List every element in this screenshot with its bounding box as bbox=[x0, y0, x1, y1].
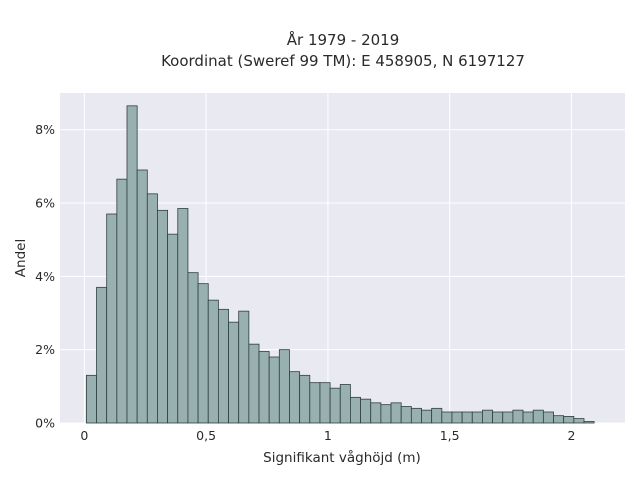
y-axis-label: Andel bbox=[13, 239, 29, 277]
histogram-bar bbox=[96, 286, 108, 424]
histogram-bar bbox=[126, 105, 138, 424]
histogram-bar bbox=[258, 351, 270, 424]
histogram-bar bbox=[390, 402, 402, 424]
histogram-bar bbox=[441, 411, 453, 424]
histogram-bar bbox=[421, 409, 433, 424]
x-tick-label: 0 bbox=[80, 428, 88, 443]
histogram-bar bbox=[106, 213, 118, 424]
histogram-bar bbox=[482, 409, 493, 424]
histogram-bar bbox=[431, 407, 443, 424]
histogram-bar bbox=[502, 411, 514, 424]
histogram-bar bbox=[400, 406, 412, 424]
x-tick-label: 0,5 bbox=[196, 428, 216, 443]
histogram-bar bbox=[461, 411, 473, 424]
y-tick-label: 2% bbox=[35, 342, 55, 357]
histogram-bar bbox=[471, 411, 483, 424]
histogram-bar bbox=[339, 384, 351, 424]
y-axis-ticks: 0% 2% 4% 6% 8% bbox=[35, 122, 55, 430]
histogram-bar bbox=[299, 374, 311, 424]
histogram-bar bbox=[85, 374, 97, 424]
histogram-bar bbox=[289, 371, 301, 424]
histogram-bar bbox=[583, 421, 595, 424]
x-axis-ticks: 0 0,5 1 1,5 2 bbox=[80, 428, 575, 443]
histogram-bar bbox=[228, 321, 240, 424]
histogram-bar bbox=[309, 382, 321, 424]
histogram-bar bbox=[380, 404, 392, 424]
histogram-bar bbox=[136, 169, 148, 424]
histogram-bar bbox=[167, 233, 179, 424]
histogram-bar bbox=[217, 308, 229, 424]
histogram-bar bbox=[278, 349, 290, 424]
histogram-bar bbox=[319, 382, 331, 424]
histogram-bar bbox=[248, 343, 260, 424]
chart-title: År 1979 - 2019 bbox=[287, 30, 400, 49]
histogram-bar bbox=[238, 310, 250, 424]
histogram-bar bbox=[532, 409, 544, 424]
histogram-bar bbox=[451, 411, 463, 424]
histogram-bar bbox=[177, 208, 189, 424]
histogram-bar bbox=[146, 193, 158, 424]
histogram-bar bbox=[522, 411, 534, 424]
x-tick-label: 1,5 bbox=[440, 428, 460, 443]
chart-subtitle: Koordinat (Sweref 99 TM): E 458905, N 61… bbox=[161, 52, 525, 70]
histogram-bar bbox=[573, 418, 585, 424]
histogram-bar bbox=[512, 409, 524, 424]
histogram-bar bbox=[563, 415, 575, 424]
histogram-bar bbox=[553, 415, 565, 424]
y-tick-label: 6% bbox=[35, 196, 55, 211]
histogram-bar bbox=[116, 178, 128, 424]
histogram-bar bbox=[197, 283, 209, 424]
y-tick-label: 0% bbox=[35, 416, 55, 431]
histogram-bar bbox=[360, 398, 372, 424]
histogram-bar bbox=[410, 407, 422, 424]
histogram-bar bbox=[268, 356, 280, 424]
x-axis-label: Signifikant våghöjd (m) bbox=[263, 449, 421, 466]
x-tick-label: 1 bbox=[324, 428, 332, 443]
histogram-bar bbox=[492, 411, 504, 424]
y-tick-label: 8% bbox=[35, 122, 55, 137]
histogram-bar bbox=[329, 387, 341, 424]
histogram-bar bbox=[542, 411, 554, 424]
bars bbox=[85, 105, 595, 424]
x-tick-label: 2 bbox=[567, 428, 575, 443]
histogram-bar bbox=[207, 299, 219, 424]
y-tick-label: 4% bbox=[35, 269, 55, 284]
histogram-bar bbox=[370, 402, 382, 424]
histogram-bar bbox=[187, 272, 199, 424]
histogram-bar bbox=[350, 396, 361, 424]
histogram-bar bbox=[157, 209, 169, 424]
